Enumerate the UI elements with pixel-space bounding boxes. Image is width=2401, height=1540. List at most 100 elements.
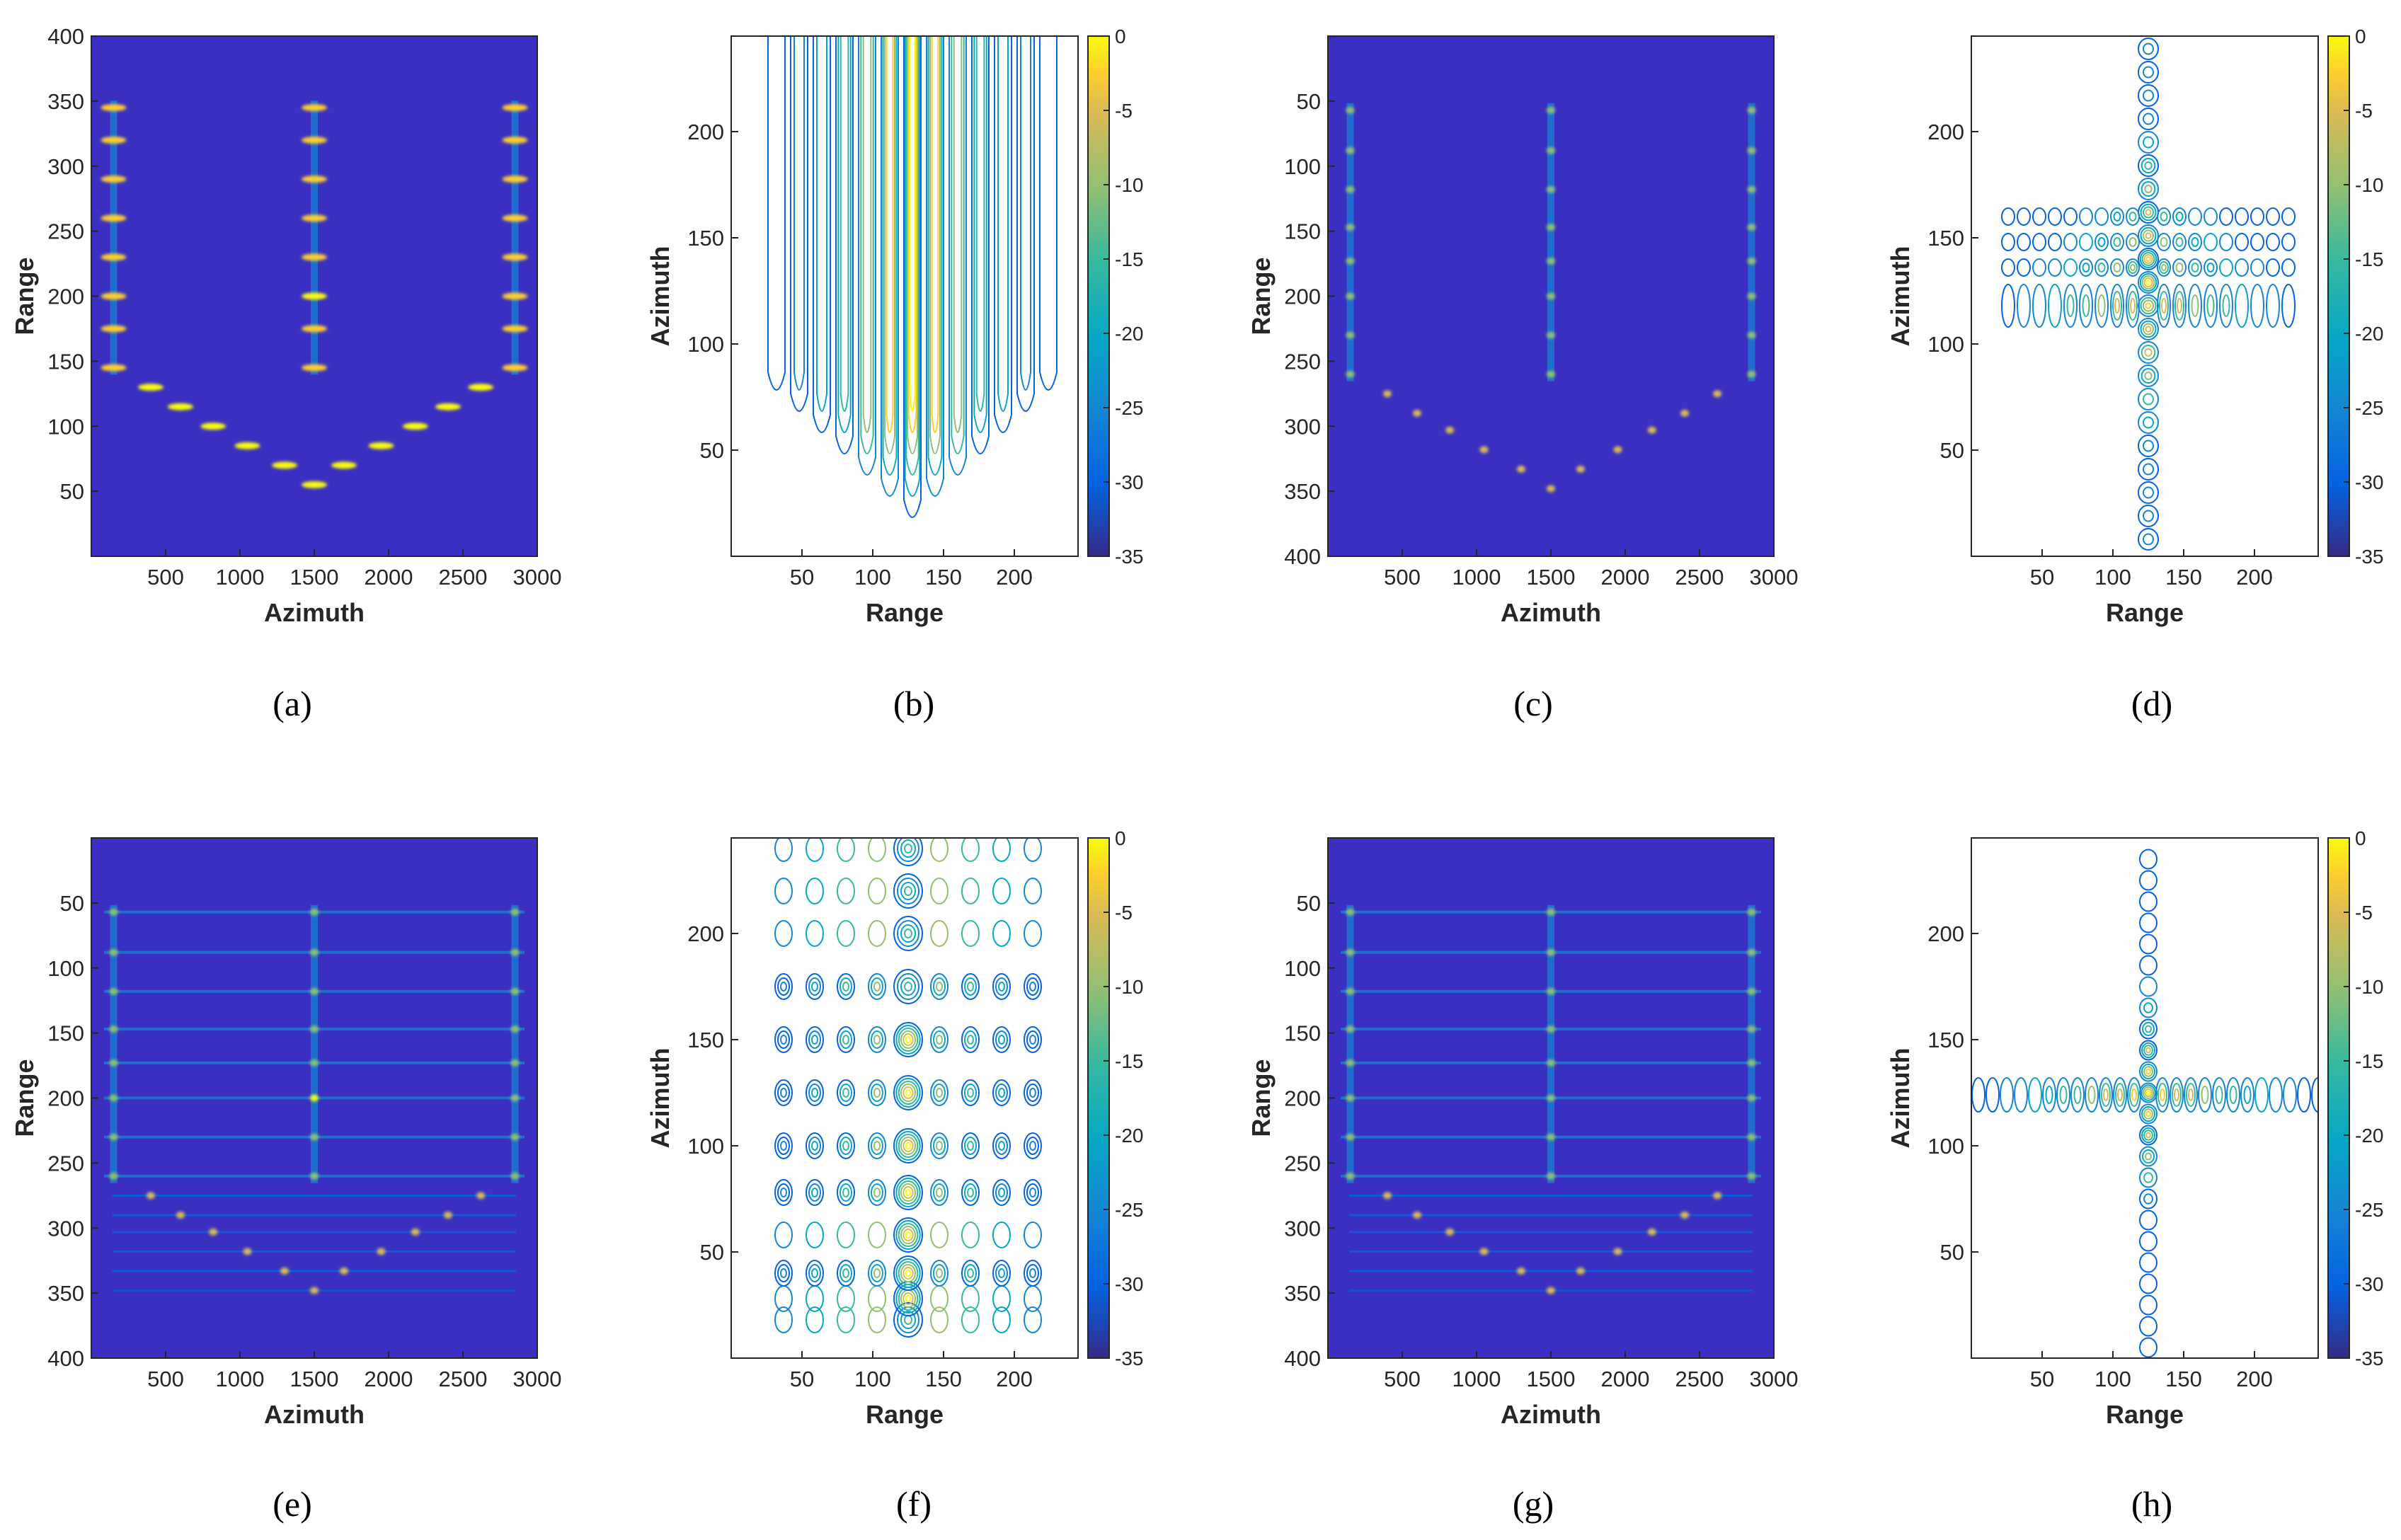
target-point-e-2-4 [510, 1059, 520, 1067]
contour-d-h0-3-0 [2188, 284, 2202, 328]
contour-f-a6--1-0 [868, 1079, 886, 1106]
plot-frame-f [730, 837, 1079, 1359]
contour-h-v22-0 [2139, 870, 2158, 891]
contour-background-h [1971, 838, 2318, 1358]
curve-point-e-10 [476, 1192, 486, 1200]
xtick-label-a-0: 500 [147, 565, 184, 590]
ytick-label-a-5: 300 [47, 154, 84, 179]
contour-f-a2--4-0 [774, 1260, 793, 1287]
panel-b: 50 100 150 200 50 100 150 200 Range Azimuth 0 -5 -10… [646, 25, 1143, 627]
contour-d-h2--6-0 [2048, 233, 2062, 251]
contour-f-a7--2-0 [837, 1026, 855, 1053]
contour-h-v13-0 [2139, 1061, 2158, 1082]
contour-f-a2-3-2 [998, 1268, 1005, 1278]
target-point-e-1-1 [310, 948, 319, 956]
contour-b-band-1-2 [929, 36, 941, 454]
contour-f-a2-3-1 [995, 1264, 1008, 1282]
colorbar-d [2327, 35, 2350, 557]
target-point-c-0-2 [1346, 185, 1355, 193]
target-point-e-0-2 [109, 987, 118, 995]
ytick-label-g-6: 350 [1284, 1281, 1321, 1306]
contour-d-v7-0 [2138, 364, 2159, 387]
ytick-label-e-2: 150 [47, 1021, 84, 1046]
contour-f-a7-1-2 [936, 1035, 943, 1045]
contour-h-v10-0 [2139, 1125, 2158, 1146]
target-point-e-0-4 [109, 1059, 118, 1067]
contour-d-h1-2-1 [2175, 263, 2184, 272]
contour-h-v12-3 [2144, 1088, 2153, 1098]
ytick-label-b-2: 150 [687, 226, 724, 251]
vertical-track-e-2 [511, 904, 519, 1183]
contour-d-h2-2-1 [2175, 237, 2184, 247]
contour-f-c6-3 [900, 1084, 916, 1102]
contour-f-a5-3-0 [992, 1132, 1011, 1159]
contour-h-v7-0 [2139, 1188, 2158, 1209]
contour-f-a0-4-0 [1024, 1306, 1042, 1333]
colorbar-label-h-6: -30 [2355, 1273, 2383, 1295]
contour-f-a6-3-1 [995, 1084, 1008, 1102]
contour-d-h1-6-0 [2235, 258, 2249, 277]
contour-d-h0-5-0 [2219, 284, 2233, 328]
contour-f-a9--1-0 [868, 920, 886, 947]
target-point-c-0-5 [1346, 292, 1355, 300]
target-point-e-2-7 [510, 1172, 520, 1180]
contour-d-h3-5-0 [2219, 207, 2233, 226]
xtick-label-g-1: 1000 [1452, 1367, 1501, 1391]
contour-h-v15-0 [2139, 1018, 2158, 1040]
colorbar-f [1087, 837, 1110, 1359]
contour-f-a6-3-0 [992, 1079, 1011, 1106]
contour-f-a7--1-2 [873, 1035, 881, 1045]
curve-point-g-6 [1576, 1267, 1585, 1275]
contour-d-h0-4-0 [2204, 284, 2218, 328]
contour-b-band--1-2 [884, 36, 895, 454]
contour-f-a8--3-0 [806, 973, 824, 1000]
contour-d-h3--7-0 [2032, 207, 2046, 226]
contour-d-v0-1 [2143, 533, 2154, 546]
contour-d-h2-7-0 [2250, 233, 2264, 251]
contour-d-h3--6-0 [2048, 207, 2062, 226]
contour-f-a0-2-0 [961, 1306, 980, 1333]
target-point-a-0-2 [101, 292, 127, 300]
contour-f-c10-1 [897, 878, 919, 904]
contour-d-h0--2-0 [2110, 284, 2124, 328]
curve-point-c-10 [1713, 390, 1722, 398]
contour-d-h0-7-0 [2250, 284, 2264, 328]
contour-b-band--1-0 [881, 36, 899, 497]
contour-h-v8-0 [2139, 1167, 2158, 1188]
contour-d-h3--1-1 [2128, 212, 2137, 222]
colorbar-label-f-2: -10 [1115, 976, 1143, 998]
contour-f-a6--2-2 [842, 1088, 849, 1098]
contour-f-c4-4 [902, 1186, 914, 1199]
contour-h-v9-2 [2145, 1152, 2152, 1161]
contour-f-c7-5 [905, 1036, 912, 1043]
curve-point-c-6 [1576, 465, 1585, 473]
contour-f-a8-1-2 [936, 982, 943, 992]
contour-f-c11-1 [897, 838, 919, 862]
vertical-track-a-0 [110, 100, 118, 375]
xtick-label-b-3: 200 [996, 565, 1033, 590]
caption-b: (b) [893, 684, 934, 723]
contour-d-v17-0 [2138, 131, 2159, 154]
contour-d-h0-5-1 [2222, 294, 2230, 317]
contour-f-a6--1-2 [873, 1088, 881, 1098]
contour-d-h1-1-1 [2159, 261, 2169, 274]
target-point-g-1-7 [1547, 1172, 1555, 1180]
contour-f-a2-4-2 [1029, 1268, 1036, 1278]
contour-h-h3-0 [2184, 1077, 2198, 1113]
contour-f-c2-0 [893, 1255, 923, 1291]
contour-f-a8-4-1 [1026, 977, 1039, 996]
contour-d-h1-1-0 [2157, 258, 2171, 277]
target-point-a-0-0 [101, 364, 127, 372]
contour-f-a7--1-1 [871, 1030, 883, 1049]
contour-d-h1-3-0 [2188, 258, 2202, 277]
contour-d-v0-0 [2138, 528, 2159, 551]
colorbar-label-d-1: -5 [2355, 100, 2373, 122]
contour-f-a2--3-0 [806, 1260, 824, 1287]
contour-d-h1--3-0 [2095, 258, 2109, 277]
contour-h-v8-1 [2143, 1172, 2153, 1183]
xtick-label-f-2: 150 [925, 1367, 962, 1391]
contour-h-v23-0 [2139, 849, 2158, 870]
contour-f-c4-0 [893, 1175, 923, 1210]
target-point-a-2-7 [502, 104, 528, 112]
curve-point-e-1 [176, 1211, 185, 1219]
